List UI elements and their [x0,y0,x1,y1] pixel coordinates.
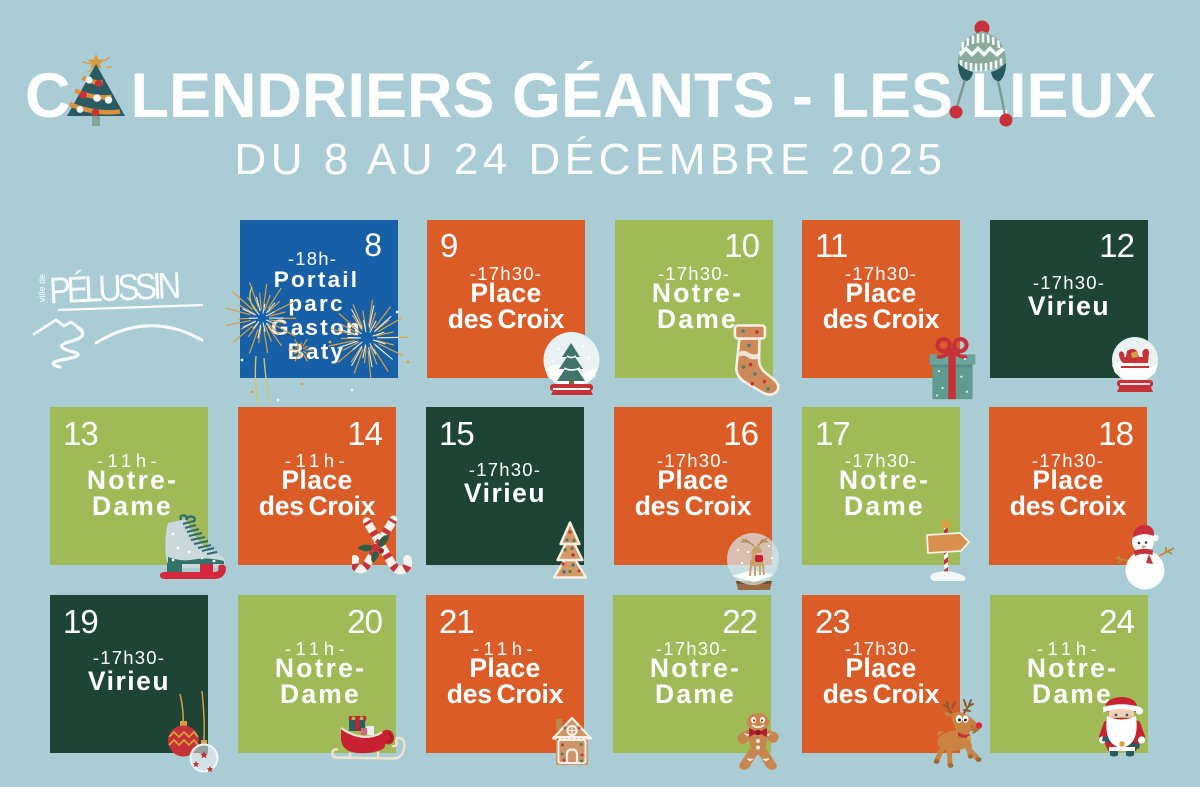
svg-text:ville de: ville de [37,274,47,302]
svg-text:PÉLUSSIN: PÉLUSSIN [48,265,183,312]
